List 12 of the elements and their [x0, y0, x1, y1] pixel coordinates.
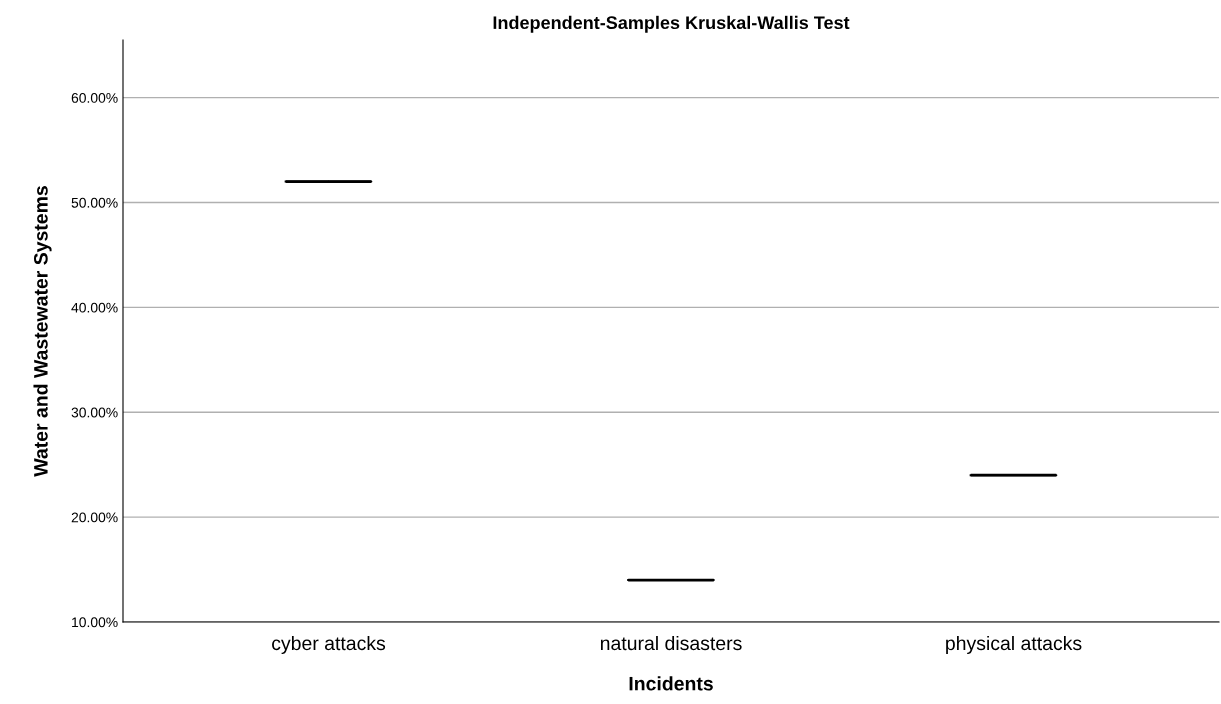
chart-title: Independent-Samples Kruskal-Wallis Test — [493, 15, 850, 33]
x-axis-title: Incidents — [629, 676, 713, 691]
y-axis-title: Water and Wastewater Systems — [33, 186, 52, 477]
y-tick-label: 50.00% — [71, 197, 118, 208]
x-tick-label: cyber attacks — [272, 635, 386, 655]
y-tick-label: 40.00% — [71, 302, 118, 313]
x-tick-label: physical attacks — [946, 635, 1082, 655]
y-tick-label: 60.00% — [71, 93, 118, 103]
y-tick-label: 30.00% — [71, 407, 118, 418]
x-tick-label: natural disasters — [600, 635, 742, 651]
y-tick-label: 10.00% — [72, 617, 118, 628]
y-tick-label: 20.00% — [71, 512, 118, 523]
